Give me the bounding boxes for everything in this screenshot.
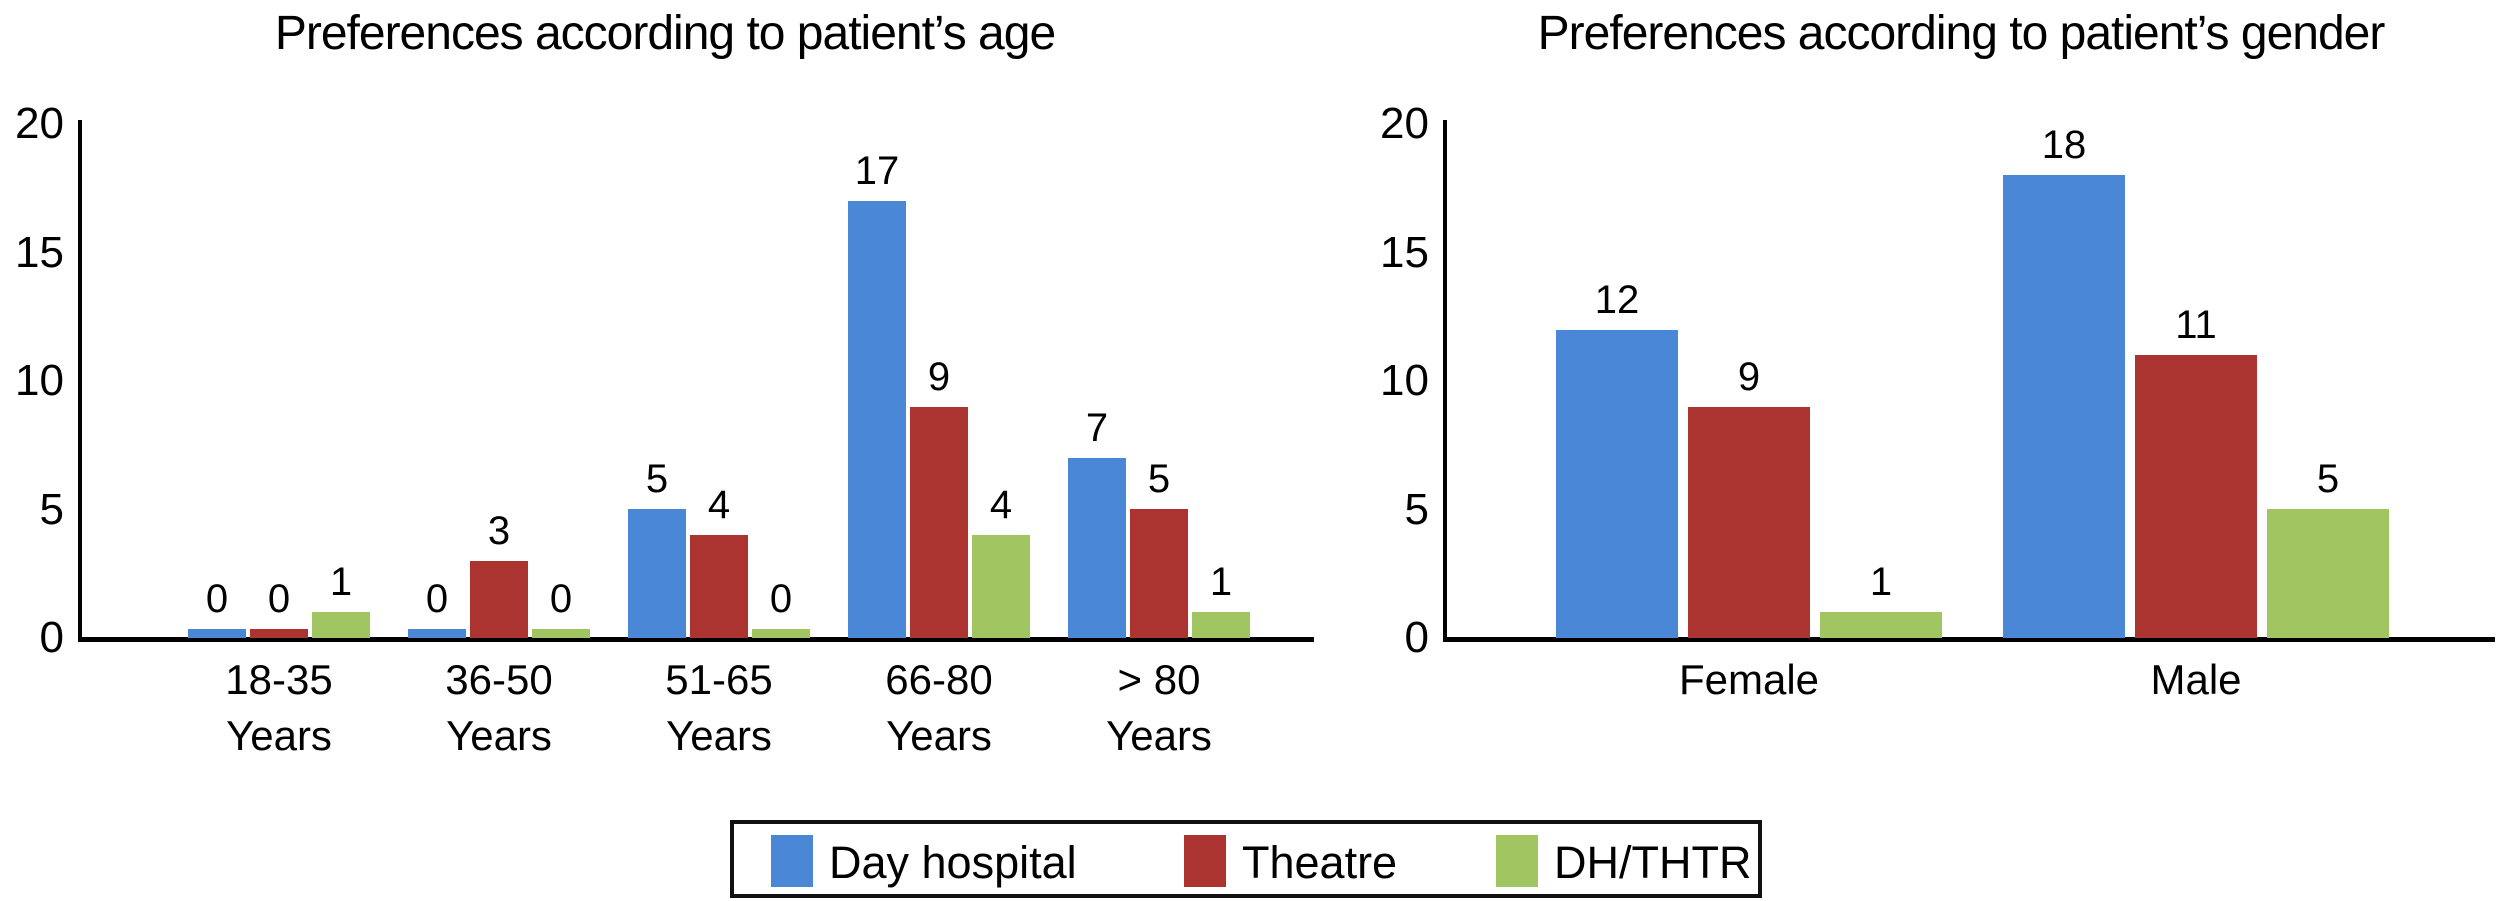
bar	[408, 629, 466, 638]
bar	[848, 201, 906, 638]
category-label: 18-35 Years	[225, 656, 333, 759]
legend-swatch-day-hospital	[771, 835, 813, 887]
x-axis-line	[1443, 637, 2495, 642]
legend-swatch-theatre	[1184, 835, 1226, 887]
bar	[2135, 355, 2257, 638]
bar-value-label: 1	[329, 560, 353, 604]
x-axis-line	[78, 637, 1314, 642]
category-label: Female	[1678, 656, 1820, 703]
bar-value-label: 0	[549, 577, 573, 621]
category-label: > 80 Years	[1106, 656, 1212, 759]
bar-value-label: 0	[425, 577, 449, 621]
legend-item-label: Theatre	[1242, 837, 1398, 888]
bar-value-label: 7	[1085, 406, 1109, 450]
bar-value-label: 4	[989, 483, 1013, 527]
bar-value-label: 4	[707, 483, 731, 527]
bar	[470, 561, 528, 638]
legend: Day hospital Theatre DH/THTR	[730, 820, 1762, 898]
age-chart-title: Preferences according to patient’s age	[274, 7, 1056, 60]
bar-value-label: 0	[205, 577, 229, 621]
bar-value-label: 3	[487, 509, 511, 553]
bar	[628, 509, 686, 638]
bar-value-label: 9	[927, 355, 951, 399]
y-tick-label: 5	[39, 485, 64, 534]
bar-value-label: 17	[854, 149, 900, 193]
bar	[1192, 612, 1250, 638]
bar-value-label: 0	[769, 577, 793, 621]
bar	[1556, 330, 1678, 638]
y-tick-label: 20	[15, 99, 64, 148]
bar	[1130, 509, 1188, 638]
bar-value-label: 5	[645, 457, 669, 501]
bar	[690, 535, 748, 638]
bar-value-label: 0	[267, 577, 291, 621]
bar	[1820, 612, 1942, 638]
bar	[188, 629, 246, 638]
bar	[910, 407, 968, 638]
bar	[752, 629, 810, 638]
legend-swatch-dh-thtr	[1496, 835, 1538, 887]
category-label: Male	[2150, 656, 2242, 703]
bar	[2003, 175, 2125, 638]
bar	[250, 629, 308, 638]
legend-item-label: DH/THTR	[1554, 837, 1752, 888]
y-axis-line	[1443, 120, 1447, 642]
bar-value-label: 18	[2041, 123, 2087, 167]
y-tick-label: 0	[39, 613, 64, 662]
legend-item-label: Day hospital	[829, 837, 1077, 888]
bar-value-label: 12	[1594, 278, 1640, 322]
bar-value-label: 9	[1737, 355, 1761, 399]
y-tick-label: 5	[1404, 485, 1429, 534]
bar	[1688, 407, 1810, 638]
y-tick-label: 10	[1380, 356, 1429, 405]
bar-value-label: 5	[2316, 457, 2340, 501]
category-label: 66-80 Years	[885, 656, 993, 759]
category-label: 51-65 Years	[665, 656, 773, 759]
bar-value-label: 1	[1209, 560, 1233, 604]
y-axis-line	[78, 120, 82, 642]
bar	[2267, 509, 2389, 638]
bar	[1068, 458, 1126, 638]
y-tick-label: 15	[1380, 228, 1429, 277]
y-tick-label: 15	[15, 228, 64, 277]
bar-value-label: 1	[1869, 560, 1893, 604]
bar	[312, 612, 370, 638]
bar	[532, 629, 590, 638]
y-tick-label: 20	[1380, 99, 1429, 148]
bar-value-label: 11	[2175, 303, 2217, 347]
bar	[972, 535, 1030, 638]
gender-chart-title: Preferences according to patient’s gende…	[1537, 7, 2386, 60]
y-tick-label: 0	[1404, 613, 1429, 662]
bar-value-label: 5	[1147, 457, 1171, 501]
y-tick-label: 10	[15, 356, 64, 405]
category-label: 36-50 Years	[445, 656, 553, 759]
